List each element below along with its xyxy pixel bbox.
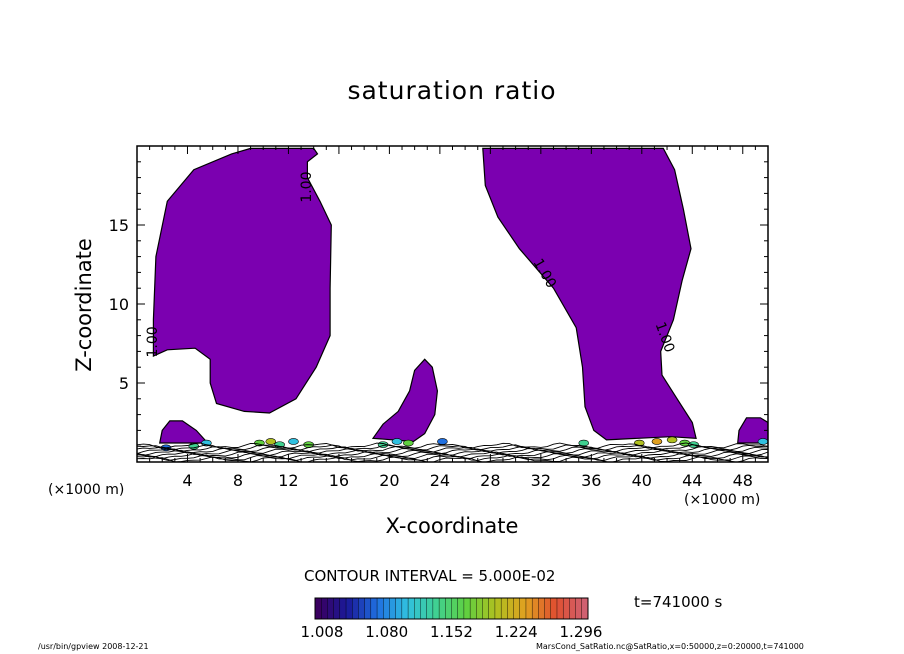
colorbar-swatch — [525, 597, 533, 620]
colored-contour-blob — [288, 438, 299, 445]
colorbar-swatch — [352, 597, 359, 620]
time-label: t=741000 s — [634, 593, 723, 611]
colored-contour-blob — [651, 438, 663, 445]
footer-left: /usr/bin/gpview 2008-12-21 — [38, 642, 149, 651]
y-tick-label: 10 — [109, 295, 129, 314]
x-tick-label: 24 — [430, 471, 450, 490]
colorbar-swatch — [420, 597, 428, 620]
colorbar-swatch — [469, 597, 477, 620]
x-tick-label: 32 — [531, 471, 551, 490]
colorbar-swatch — [550, 597, 558, 620]
colorbar-swatch — [401, 597, 409, 620]
colorbar-swatch — [414, 597, 421, 620]
colorbar-swatch — [321, 597, 328, 620]
ground-contour-line — [137, 444, 768, 451]
colorbar-swatch — [451, 597, 459, 620]
region-left-low-blob — [158, 420, 210, 444]
ground-contour-line — [137, 447, 768, 455]
region-right-edge-blob — [737, 417, 768, 444]
colorbar-swatch — [562, 597, 570, 620]
colorbar-swatch — [327, 597, 335, 620]
colorbar-swatch — [544, 597, 552, 620]
colored-contour-blob — [437, 438, 448, 445]
colorbar-swatch — [494, 597, 502, 620]
x-tick-label: 16 — [329, 471, 349, 490]
x-tick-label: 12 — [278, 471, 298, 490]
colored-contour-blob — [666, 436, 678, 444]
x-axis-label: X-coordinate — [385, 514, 519, 538]
x-tick-label: 4 — [182, 471, 192, 490]
colorbar-swatch — [407, 597, 415, 620]
colorbar-swatch — [500, 597, 508, 620]
chart-title: saturation ratio — [347, 76, 557, 105]
region-right-plume — [482, 147, 697, 441]
colorbar-swatch — [538, 597, 546, 620]
fill-layer — [152, 147, 768, 452]
colorbar-tick-label: 1.296 — [560, 623, 603, 641]
x-unit-label-left: (×1000 m) — [48, 482, 125, 498]
colorbar-swatch — [314, 597, 322, 620]
colorbar-swatch — [432, 597, 440, 620]
colorbar-swatch — [463, 597, 471, 620]
colorbar-tick-label: 1.080 — [365, 623, 408, 641]
colorbar-swatch — [333, 597, 341, 620]
colorbar-swatch — [426, 597, 434, 620]
colorbar-swatch — [339, 597, 347, 620]
ground-contour-line — [137, 445, 768, 453]
y-tick-label: 15 — [109, 216, 129, 235]
x-tick-label: 44 — [682, 471, 702, 490]
colorbar-tick-label: 1.224 — [495, 623, 538, 641]
contour-label: 1.00 — [299, 171, 315, 202]
x-tick-label: 36 — [581, 471, 601, 490]
colorbar-swatch — [438, 597, 446, 620]
contour-label: 1.00 — [145, 326, 161, 357]
colorbar-tick-label: 1.008 — [301, 623, 344, 641]
colorbar-swatch — [531, 597, 539, 620]
colorbar-swatch — [383, 597, 390, 620]
colored-contour-blob — [403, 439, 414, 447]
colorbar-swatch — [395, 597, 403, 620]
colorbar-swatch — [389, 597, 397, 620]
region-middle-plume — [371, 358, 439, 443]
footer-right: MarsCond_SatRatio.nc@SatRatio,x=0:50000,… — [536, 642, 804, 651]
colorbar-swatch — [488, 597, 496, 620]
colorbar-swatch — [519, 597, 527, 620]
colorbar-swatch — [507, 597, 515, 620]
x-tick-label: 48 — [733, 471, 753, 490]
colorbar-swatch — [358, 597, 366, 620]
ground-contour-line — [137, 454, 768, 462]
colorbar-swatch — [364, 597, 372, 620]
x-tick-label: 40 — [632, 471, 652, 490]
ground-contour-line — [137, 442, 768, 449]
colorbar-swatch — [575, 597, 583, 620]
colorbar-tick-label: 1.152 — [430, 623, 473, 641]
y-axis-label: Z-coordinate — [72, 238, 96, 372]
colorbar-swatch — [581, 597, 589, 620]
x-unit-label-right: (×1000 m) — [684, 492, 761, 508]
x-tick-label: 20 — [379, 471, 399, 490]
colorbar-frame — [314, 597, 589, 620]
colorbar-swatch — [457, 597, 465, 620]
y-tick-label: 5 — [119, 374, 129, 393]
colored-contour-blob — [391, 438, 403, 445]
colorbar: 1.008 1.080 1.152 1.224 1.296 — [301, 597, 603, 641]
colored-contour-blob — [757, 438, 768, 445]
colorbar-swatch — [376, 597, 384, 620]
colorbar-swatch — [345, 597, 353, 620]
colored-contour-blob — [578, 439, 590, 447]
colorbar-swatch — [556, 597, 564, 620]
colorbar-swatch — [482, 597, 490, 620]
colored-contour-blob — [265, 438, 277, 445]
x-tick-label: 28 — [480, 471, 500, 490]
colorbar-swatch — [370, 597, 378, 620]
colorbar-swatch — [569, 597, 577, 620]
region-left-plume — [152, 147, 332, 414]
x-tick-label: 8 — [233, 471, 243, 490]
contour-interval-text: CONTOUR INTERVAL = 5.000E-02 — [304, 567, 556, 585]
colorbar-swatch — [476, 597, 484, 620]
colorbar-swatch — [445, 597, 452, 620]
colorbar-swatch — [513, 597, 521, 620]
